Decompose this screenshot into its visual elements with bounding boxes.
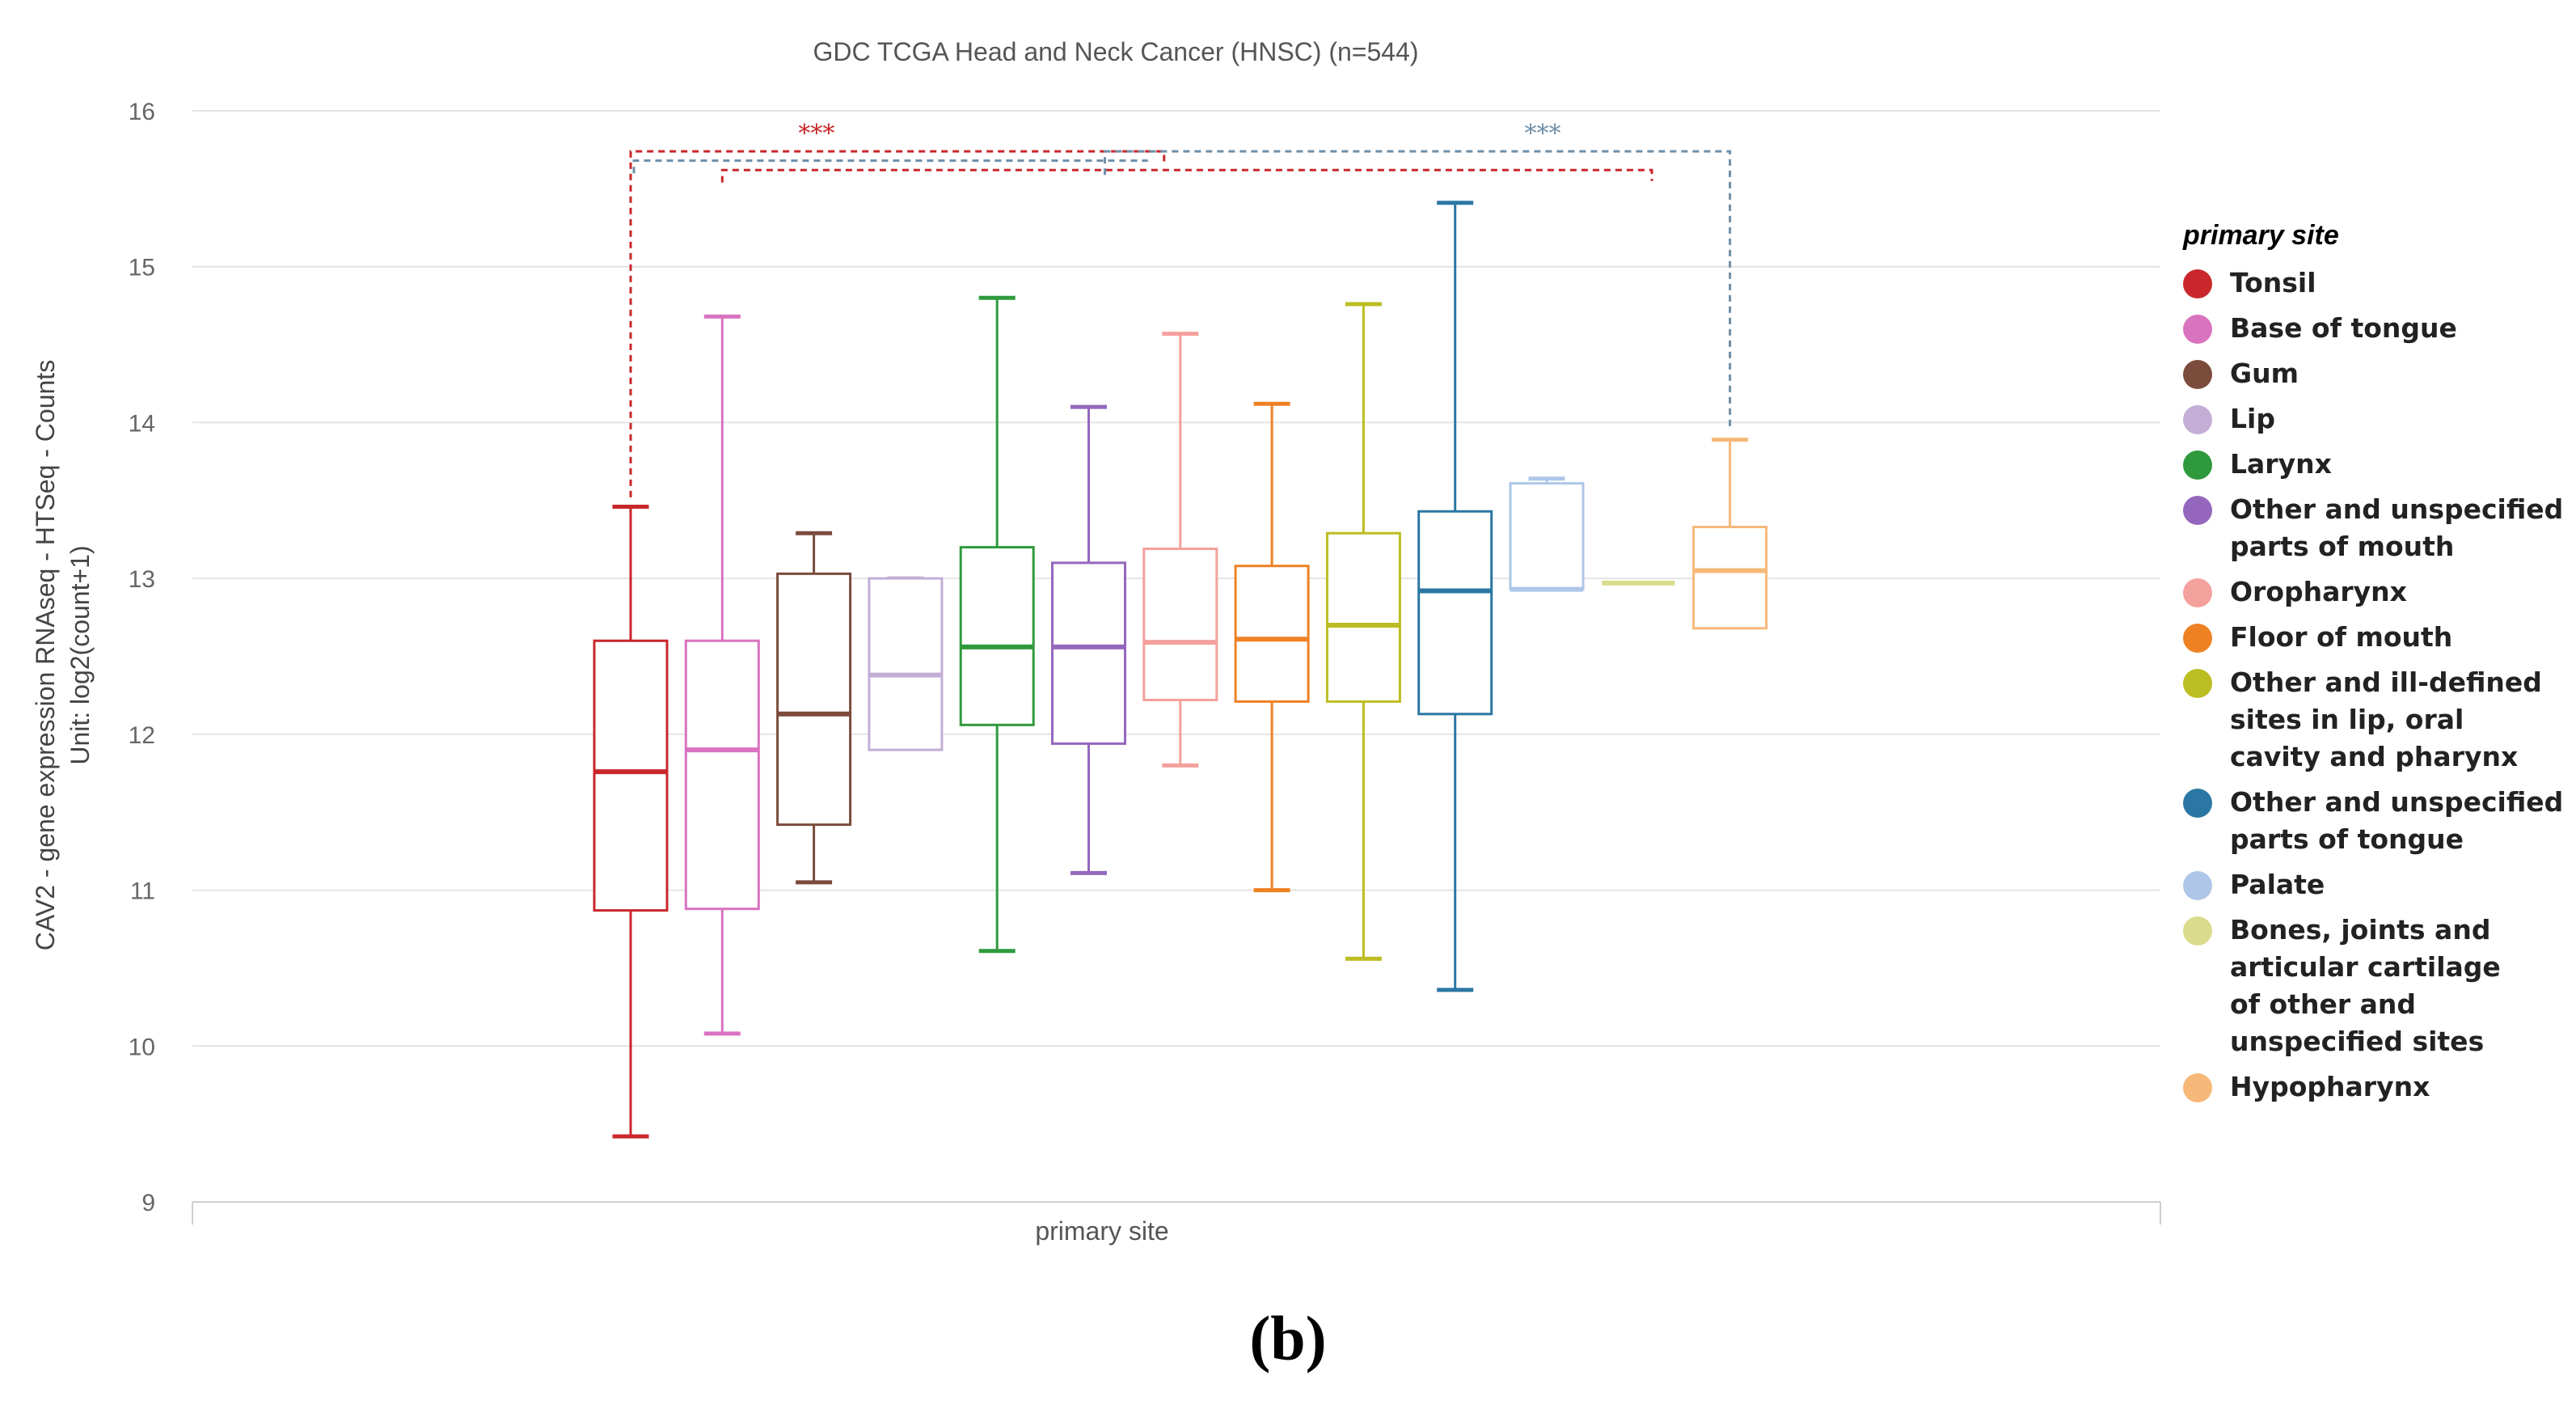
- y-tick-label: 14: [129, 410, 155, 437]
- box-body: [1692, 526, 1768, 630]
- bracket-red: [629, 150, 1166, 497]
- legend-label: Other and unspecified parts of tongue: [2230, 786, 2564, 855]
- box-body: [959, 546, 1035, 726]
- box-body: [1051, 561, 1126, 745]
- legend-title: primary site: [2183, 220, 2339, 251]
- x-axis-label: primary site: [1035, 1216, 1168, 1246]
- legend-item: Gum: [2183, 355, 2571, 392]
- legend-swatch: [2183, 624, 2212, 653]
- box-body: [1234, 565, 1310, 703]
- box-hypopharynx: [1692, 438, 1768, 630]
- box-series: [593, 201, 1768, 1139]
- y-axis-unit-label: Unit: log2(count+1): [65, 545, 95, 764]
- y-tick-label: 16: [129, 99, 155, 125]
- legend-label: Floor of mouth: [2230, 621, 2453, 653]
- y-tick-label: 11: [130, 878, 155, 905]
- box-body: [1142, 548, 1218, 701]
- legend-item: Palate: [2183, 866, 2571, 903]
- legend-item: Hypopharynx: [2183, 1068, 2571, 1106]
- box-oropharynx: [1142, 332, 1218, 768]
- legend-item: Base of tongue: [2183, 310, 2571, 347]
- legend-swatch: [2183, 269, 2212, 298]
- legend-item: Other and unspecified parts of mouth: [2183, 491, 2571, 565]
- y-tick-label: 10: [129, 1034, 155, 1060]
- box-gum: [776, 531, 852, 885]
- legend-label: Oropharynx: [2230, 576, 2407, 607]
- legend-label: Larynx: [2230, 448, 2332, 480]
- legend-swatch: [2183, 405, 2212, 434]
- legend-label: Palate: [2230, 869, 2325, 900]
- x-axis: [192, 1201, 2161, 1225]
- legend-item: Tonsil: [2183, 264, 2571, 302]
- box-other-and-ill-defined-sites-in-lip-oral-cavity-and-pharynx: [1325, 302, 1401, 961]
- y-tick-label: 15: [129, 255, 155, 281]
- chart-title: GDC TCGA Head and Neck Cancer (HNSC) (n=…: [813, 37, 1418, 66]
- box-palate: [1509, 476, 1585, 592]
- y-tick-label: 12: [129, 722, 155, 749]
- y-tick-label: 9: [141, 1190, 155, 1216]
- legend-item: Larynx: [2183, 446, 2571, 483]
- legend-item: Lip: [2183, 400, 2571, 438]
- box-body: [593, 639, 669, 912]
- legend-swatch: [2183, 916, 2212, 946]
- box-body: [1417, 510, 1493, 716]
- legend-label: Bones, joints and articular cartilage of…: [2230, 914, 2501, 1057]
- box-floor-of-mouth: [1234, 401, 1310, 893]
- figure-caption: (b): [1249, 1303, 1327, 1373]
- legend-label: Gum: [2230, 357, 2299, 389]
- y-axis-label: CAV2 - gene expression RNAseq - HTSeq - …: [31, 360, 60, 950]
- legend-label: Tonsil: [2230, 267, 2316, 298]
- legend-item: Floor of mouth: [2183, 619, 2571, 656]
- legend: primary site Tonsil Base of tongue Gum Lip L…: [2183, 220, 2571, 1114]
- legend-label: Base of tongue: [2230, 312, 2457, 344]
- legend-swatch: [2183, 360, 2212, 389]
- legend-swatch: [2183, 1073, 2212, 1102]
- legend-label: Lip: [2230, 403, 2275, 434]
- legend-swatch: [2183, 871, 2212, 900]
- bracket-blue: [1104, 150, 1732, 431]
- legend-label: Other and unspecified parts of mouth: [2230, 493, 2564, 562]
- legend-swatch: [2183, 578, 2212, 607]
- significance-annotations: *** ***: [629, 120, 1732, 497]
- box-body: [1325, 531, 1401, 703]
- significance-label-blue: ***: [1525, 120, 1561, 148]
- legend-item: Bones, joints and articular cartilage of…: [2183, 912, 2571, 1060]
- bracket-blue-left: [632, 159, 1148, 174]
- significance-label-red: ***: [798, 120, 834, 148]
- box-body: [776, 572, 852, 827]
- legend-label: Hypopharynx: [2230, 1071, 2430, 1102]
- legend-item: Other and ill-defined sites in lip, oral…: [2183, 664, 2571, 776]
- legend-swatch: [2183, 669, 2212, 698]
- bracket-red-inner: [720, 168, 1653, 183]
- box-body: [868, 577, 944, 751]
- box-tonsil: [593, 504, 669, 1139]
- legend-label: Other and ill-defined sites in lip, oral…: [2230, 666, 2542, 772]
- legend-swatch: [2183, 315, 2212, 344]
- box-other-and-unspecified-parts-of-tongue: [1417, 201, 1493, 992]
- legend-swatch: [2183, 789, 2212, 818]
- box-body: [684, 639, 760, 911]
- legend-swatch: [2183, 451, 2212, 480]
- box-larynx: [959, 295, 1035, 954]
- legend-swatch: [2183, 496, 2212, 525]
- box-base-of-tongue: [684, 314, 760, 1036]
- legend-items: Tonsil Base of tongue Gum Lip Larynx Other an…: [2183, 264, 2571, 1106]
- y-tick-label: 13: [129, 566, 155, 593]
- box-body: [1509, 482, 1585, 591]
- legend-item: Oropharynx: [2183, 573, 2571, 611]
- box-other-and-unspecified-parts-of-mouth: [1051, 404, 1126, 875]
- legend-item: Other and unspecified parts of tongue: [2183, 784, 2571, 858]
- box-lip: [868, 576, 944, 751]
